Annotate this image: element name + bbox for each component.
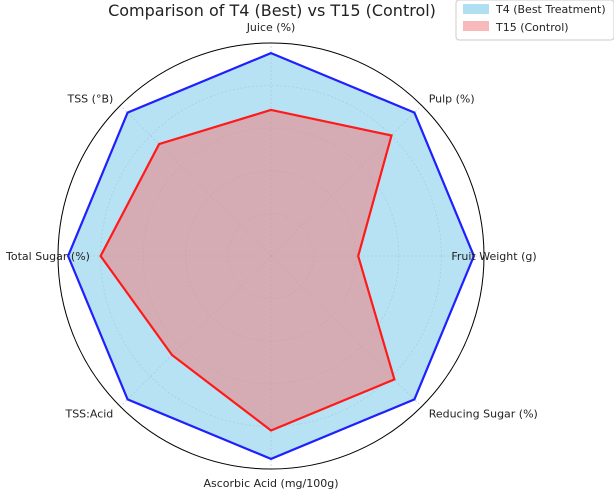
axis-label-7: Total Sugar (%) bbox=[5, 250, 90, 263]
series-fill-t15 bbox=[100, 109, 395, 431]
legend: T4 (Best Treatment) T15 (Control) bbox=[455, 0, 614, 41]
series-line-t4 bbox=[66, 51, 476, 461]
radar-series bbox=[66, 51, 476, 461]
legend-swatch-t4 bbox=[463, 4, 489, 14]
chart-title: Comparison of T4 (Best) vs T15 (Control) bbox=[108, 1, 436, 20]
axis-label-4: Reducing Sugar (%) bbox=[429, 408, 538, 421]
polar-frame bbox=[57, 42, 485, 470]
series-line-t15 bbox=[99, 108, 396, 432]
legend-label-t15: T15 (Control) bbox=[495, 21, 569, 34]
axis-label-3: Fruit Weight (g) bbox=[451, 250, 536, 263]
axis-labels: Juice (%) Pulp (%) Fruit Weight (g) Reducin… bbox=[5, 21, 538, 489]
axis-label-2: Pulp (%) bbox=[429, 92, 475, 105]
axis-label-5: Ascorbic Acid (mg/100g) bbox=[203, 477, 338, 489]
axis-label-1: Juice (%) bbox=[246, 21, 296, 34]
legend-label-t4: T4 (Best Treatment) bbox=[495, 3, 606, 16]
legend-frame bbox=[455, 0, 614, 41]
axis-label-6: TSS:Acid bbox=[64, 408, 113, 421]
legend-swatch-t15 bbox=[463, 21, 489, 31]
axis-label-8: TSS (°B) bbox=[66, 92, 113, 105]
